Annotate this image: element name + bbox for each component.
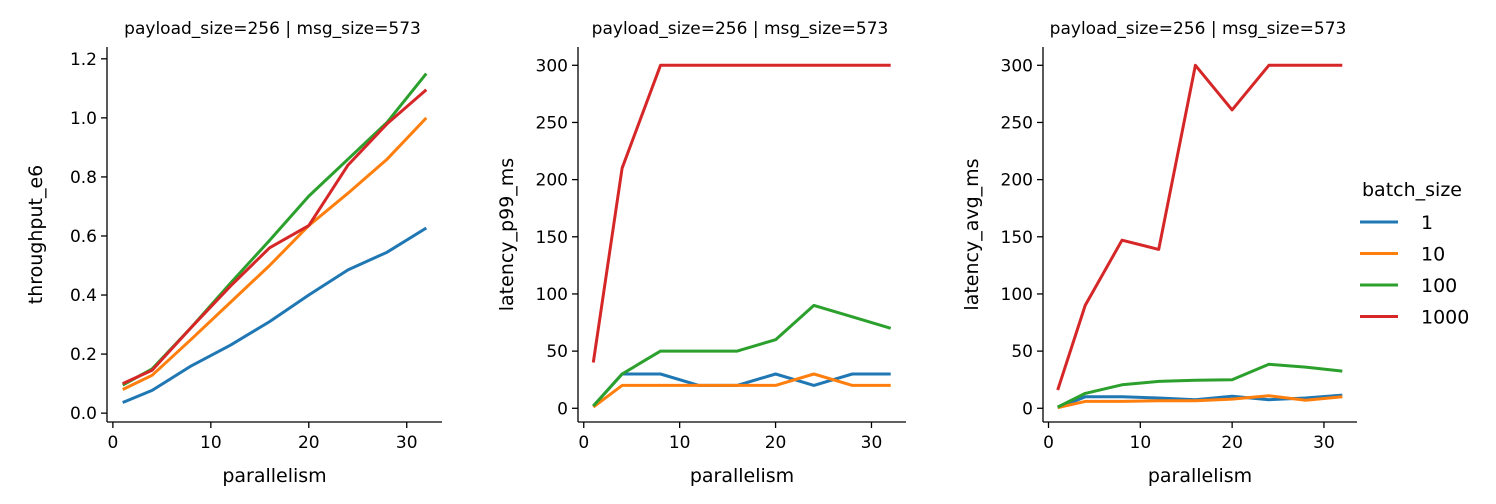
x-tick-label: 10 (200, 433, 222, 453)
y-tick-label: 200 (1001, 171, 1033, 191)
legend-label-10: 10 (1421, 244, 1445, 266)
panel-1: payload_size=256 | msg_size=573 0 10 20 30 0.… (25, 19, 442, 487)
y-axis-label: throughput_e6 (25, 165, 47, 305)
series-line-100 (1057, 362, 1343, 409)
series-line-10 (1057, 394, 1343, 410)
x-tick-label: 30 (861, 433, 883, 453)
y-tick-label: 50 (546, 342, 568, 362)
y-tick-label: 1.0 (70, 109, 97, 129)
y-tick-label: 1.2 (70, 50, 97, 70)
x-tick-label: 0 (1043, 433, 1054, 453)
y-tick-label: 150 (1001, 228, 1033, 248)
x-axis-label: parallelism (690, 465, 794, 487)
x-tick-label: 30 (396, 433, 418, 453)
y-tick-label: 200 (536, 171, 568, 191)
series-line-1000 (591, 63, 891, 363)
x-tick-label: 10 (1130, 433, 1152, 453)
y-tick-label: 0.6 (70, 227, 97, 247)
x-axis-label: parallelism (1148, 465, 1252, 487)
y-tick-label: 300 (1001, 56, 1033, 76)
series-line-10 (592, 372, 891, 409)
series-line-1000 (122, 88, 428, 385)
y-tick-label: 150 (536, 228, 568, 248)
x-tick-label: 30 (1313, 433, 1335, 453)
x-tick-label: 10 (669, 433, 691, 453)
legend-label-1: 1 (1421, 212, 1433, 234)
y-tick-label: 0.8 (70, 168, 97, 188)
x-tick-label: 0 (107, 433, 118, 453)
series-line-1000 (1056, 63, 1343, 391)
y-tick-label: 100 (1001, 285, 1033, 305)
y-tick-label: 250 (536, 113, 568, 133)
y-tick-label: 0 (1022, 399, 1033, 419)
panel-title: payload_size=256 | msg_size=573 (1050, 19, 1347, 39)
series-line-10 (122, 116, 428, 391)
y-tick-label: 50 (1011, 342, 1033, 362)
y-tick-label: 250 (1001, 113, 1033, 133)
x-tick-label: 20 (298, 433, 320, 453)
legend: batch_size 1 10 100 1000 (1360, 179, 1469, 329)
x-tick-label: 20 (765, 433, 787, 453)
x-axis-label: parallelism (222, 465, 326, 487)
legend-label-100: 100 (1421, 275, 1457, 297)
series-line-100 (592, 303, 892, 408)
y-tick-label: 100 (536, 285, 568, 305)
y-tick-label: 0.4 (70, 286, 97, 306)
legend-title: batch_size (1362, 179, 1462, 201)
y-tick-label: 0.0 (70, 404, 97, 424)
y-tick-label: 300 (536, 56, 568, 76)
series-line-100 (121, 72, 428, 387)
y-tick-label: 0.2 (70, 345, 97, 365)
panel-title: payload_size=256 | msg_size=573 (592, 19, 889, 39)
series-line-1 (592, 372, 891, 408)
series-line-1 (122, 226, 428, 404)
y-tick-label: 0 (557, 399, 568, 419)
legend-label-1000: 1000 (1421, 307, 1469, 329)
panel-title: payload_size=256 | msg_size=573 (124, 19, 421, 39)
x-tick-label: 0 (578, 433, 589, 453)
y-axis-label: latency_avg_ms (961, 158, 983, 310)
x-tick-label: 20 (1221, 433, 1243, 453)
y-axis-label: latency_p99_ms (496, 158, 518, 311)
